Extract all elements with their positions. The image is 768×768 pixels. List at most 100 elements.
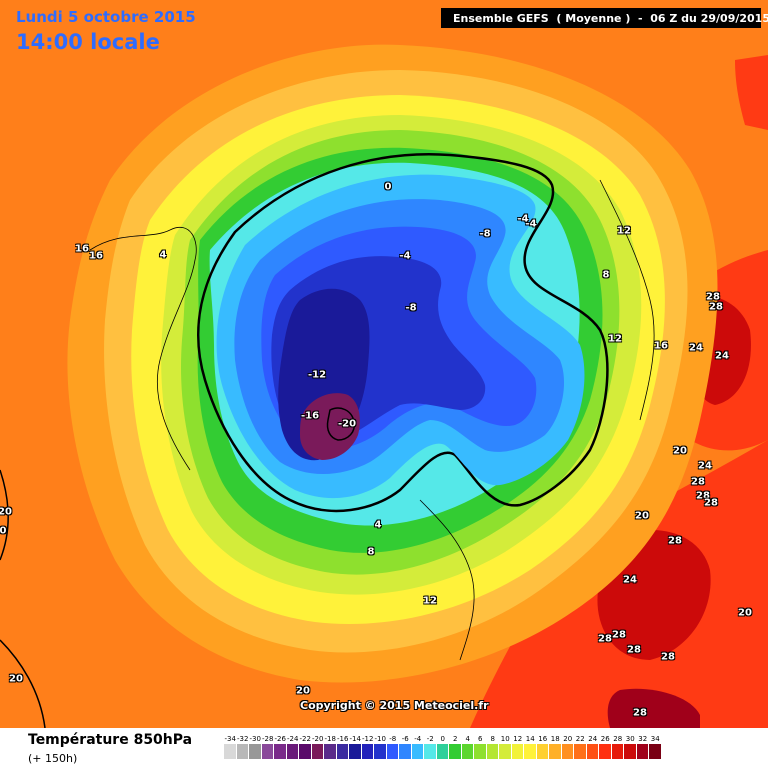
contour-label: 0 [384,181,392,193]
scale-label: -6 [401,735,409,743]
scale-label: -12 [362,735,374,743]
contour-label: 24 [689,342,703,354]
contour-label: 8 [602,269,610,281]
scale-label: 12 [513,735,523,743]
scale-label: -26 [274,735,286,743]
scale-label: 6 [478,735,483,743]
contour-label: 28 [696,490,710,502]
scale-label: 34 [650,735,660,743]
scale-label: -8 [389,735,397,743]
scale-step: -24 [286,734,299,759]
scale-swatch [236,744,249,759]
contour-label: 12 [617,225,631,237]
scale-step: 2 [449,734,462,759]
scale-step: 0 [436,734,449,759]
temperature-field [0,0,768,728]
scale-swatch [386,744,399,759]
contour-label: 16 [89,250,103,262]
scale-step: 4 [461,734,474,759]
scale-label: -18 [324,735,336,743]
coastline-americas [89,227,197,471]
contour-label: 28 [661,651,675,663]
scale-label: -10 [374,735,386,743]
isotherm-southwest [0,639,46,728]
contour-label: 28 [633,707,647,719]
contour-label: -16 [300,410,320,422]
scale-label: -14 [349,735,361,743]
scale-label: 14 [525,735,535,743]
scale-swatch [224,744,237,759]
scale-label: 16 [538,735,548,743]
scale-step: 10 [499,734,512,759]
contour-label: -8 [479,228,491,240]
scale-label: 8 [490,735,495,743]
scale-label: 28 [613,735,623,743]
scale-step: 32 [636,734,649,759]
model-run-info: Ensemble GEFS ( Moyenne ) - 06 Z du 29/0… [441,8,768,28]
scale-step: 24 [586,734,599,759]
legend-bar: Température 850hPa (+ 150h) -34 -32 -30 -28… [0,728,768,768]
scale-step: -16 [336,734,349,759]
scale-label: -24 [287,735,299,743]
scale-swatch [649,744,662,759]
scale-step: 6 [474,734,487,759]
coastline-europe [419,499,475,661]
hot-core-bottom [607,688,700,728]
scale-step: -8 [386,734,399,759]
scale-swatch [249,744,262,759]
contour-label: 4 [159,249,167,261]
scale-swatch [399,744,412,759]
scale-swatch [286,744,299,759]
scale-step: -20 [311,734,324,759]
contour-label: -12 [307,369,327,381]
scale-label: -28 [262,735,274,743]
scale-step: -32 [236,734,249,759]
contour-label: 16 [75,243,89,255]
scale-label: -2 [426,735,434,743]
scale-swatch [636,744,649,759]
scale-step: -34 [224,734,237,759]
scale-step: 20 [561,734,574,759]
scale-swatch [261,744,274,759]
scale-label: -32 [237,735,249,743]
scale-label: 22 [575,735,585,743]
scale-swatch [611,744,624,759]
scale-step: 28 [611,734,624,759]
contour-label: -4 [399,250,411,262]
scale-label: -34 [224,735,236,743]
scale-swatch [561,744,574,759]
scale-step: -26 [274,734,287,759]
contour-label: -4 [525,218,537,230]
scale-swatch [486,744,499,759]
scale-step: -6 [399,734,412,759]
contour-label: 28 [706,291,720,303]
contour-label: -4 [517,213,529,225]
scale-step: -12 [361,734,374,759]
scale-step: -2 [424,734,437,759]
scale-label: 32 [638,735,648,743]
scale-step: -14 [349,734,362,759]
scale-label: 26 [600,735,610,743]
scale-label: 10 [500,735,510,743]
contour-label: 24 [698,460,712,472]
contour-label: 28 [612,629,626,641]
scale-label: -16 [337,735,349,743]
scale-step: 14 [524,734,537,759]
scale-swatch [436,744,449,759]
contour-label: -20 [337,418,357,430]
scale-step: 26 [599,734,612,759]
isotherm-west-edge [0,469,9,561]
scale-swatch [474,744,487,759]
contour-label: 4 [374,519,382,531]
scale-swatch [449,744,462,759]
contour-label: 20 [296,685,310,697]
contour-label: 20 [635,510,649,522]
zero-isotherm [197,153,609,513]
scale-swatch [411,744,424,759]
parameter-title: Température 850hPa [28,732,193,748]
contour-label: 20 [9,673,23,685]
scale-swatch [524,744,537,759]
scale-label: 4 [465,735,470,743]
contour-label: 8 [367,546,375,558]
